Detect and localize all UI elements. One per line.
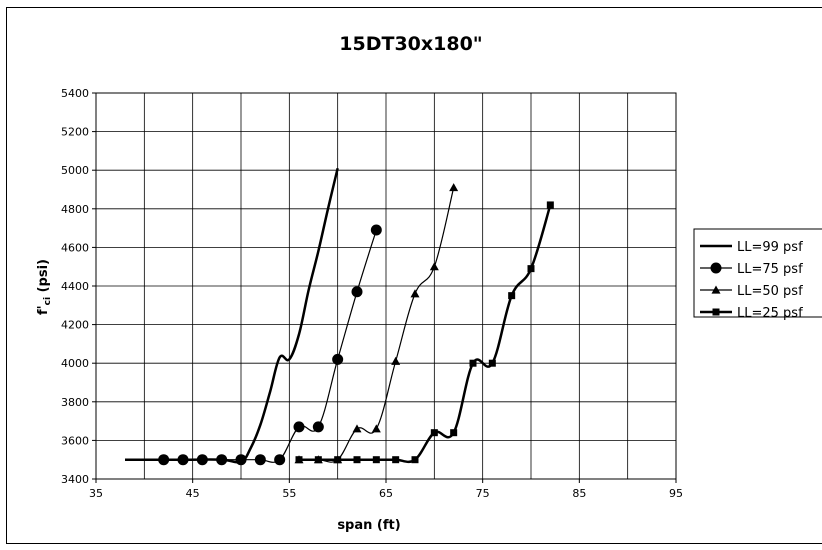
data-point	[177, 454, 189, 466]
y-tick-label: 5400	[61, 87, 89, 100]
data-point	[546, 201, 554, 209]
y-tick-label: 4200	[61, 319, 89, 332]
y-tick-label: 5200	[61, 126, 89, 139]
data-point	[352, 424, 362, 433]
legend-label: LL=99 psf	[737, 240, 803, 255]
data-point	[527, 265, 535, 273]
data-point	[508, 292, 516, 300]
data-point	[254, 454, 266, 466]
x-tick-label: 35	[89, 487, 103, 500]
data-point	[410, 289, 420, 298]
y-tick-label: 4800	[61, 203, 89, 216]
data-point	[392, 456, 400, 464]
legend-label: LL=75 psf	[737, 262, 803, 277]
y-axis-label-rest: (psi)	[36, 259, 51, 297]
x-tick-label: 65	[379, 487, 393, 500]
data-point	[293, 421, 305, 433]
legend-marker	[712, 308, 720, 316]
y-tick-label: 3400	[61, 473, 89, 486]
series-layer	[125, 167, 554, 466]
data-point	[216, 454, 228, 466]
series-3	[295, 201, 554, 464]
chart-title: 15DT30x180"	[339, 33, 482, 55]
x-tick-label: 85	[572, 487, 586, 500]
data-point	[295, 456, 303, 464]
legend-label: LL=25 psf	[737, 306, 803, 321]
legend-marker	[710, 262, 722, 274]
tick-layer: 3400 3600 3800 4000 4200 4400 4600 4800 5000 5200…	[61, 87, 683, 500]
legend-label: LL=50 psf	[737, 284, 803, 299]
data-point	[488, 359, 496, 367]
legend: LL=99 psf LL=75 psf LL=50 psf LL=25 psf	[693, 228, 822, 321]
data-point	[469, 359, 477, 367]
x-tick-label: 75	[476, 487, 490, 500]
y-axis-label-main: f'	[36, 305, 51, 315]
data-point	[353, 456, 361, 464]
y-tick-label: 5000	[61, 164, 89, 177]
data-point	[314, 456, 322, 464]
data-point	[411, 456, 419, 464]
y-tick-label: 4400	[61, 280, 89, 293]
data-point	[158, 454, 170, 466]
x-tick-label: 45	[186, 487, 200, 500]
y-tick-label: 4600	[61, 241, 89, 254]
x-tick-label: 55	[282, 487, 296, 500]
x-axis-label: span (ft)	[337, 518, 400, 533]
data-point	[274, 454, 286, 466]
y-axis-label: f'ci (psi)	[36, 259, 53, 315]
data-point	[450, 429, 458, 437]
series-1	[158, 224, 382, 466]
data-point	[196, 454, 208, 466]
data-point	[332, 353, 344, 365]
data-point	[449, 183, 459, 192]
y-tick-label: 3600	[61, 434, 89, 447]
y-tick-label: 3800	[61, 396, 89, 409]
data-point	[371, 424, 381, 433]
y-tick-label: 4000	[61, 357, 89, 370]
data-point	[430, 429, 438, 437]
grid-layer	[95, 92, 677, 480]
data-point	[351, 286, 363, 298]
y-axis-label-sub: ci	[43, 297, 53, 305]
series-line	[299, 187, 455, 463]
data-point	[391, 356, 401, 365]
data-point	[334, 456, 342, 464]
data-point	[235, 454, 247, 466]
x-tick-label: 95	[669, 487, 683, 500]
legend-marker	[711, 285, 721, 294]
data-point	[372, 456, 380, 464]
data-point	[370, 224, 382, 236]
data-point	[429, 262, 439, 271]
data-point	[312, 421, 324, 433]
